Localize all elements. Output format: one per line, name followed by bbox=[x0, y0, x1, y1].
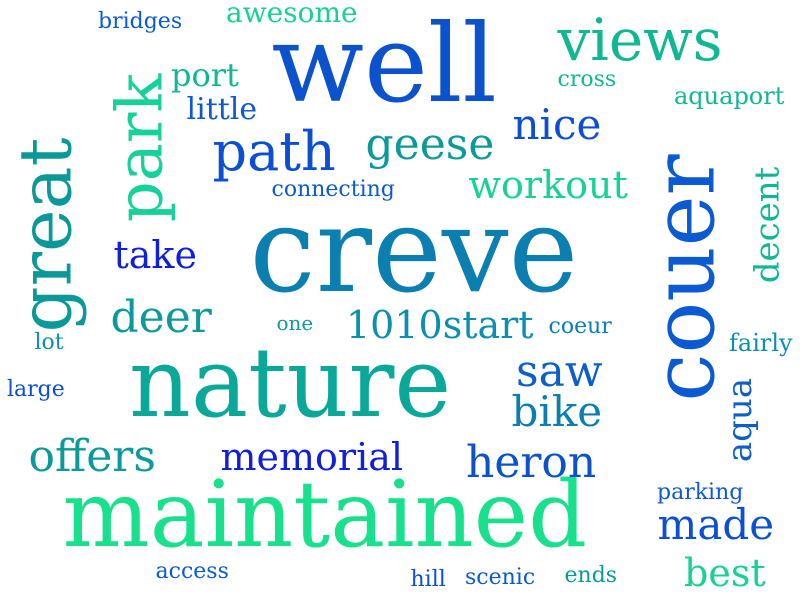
word-well: well bbox=[271, 2, 497, 127]
word-workout: workout bbox=[468, 163, 628, 207]
word-connecting: connecting bbox=[271, 177, 395, 202]
word-great: great bbox=[2, 137, 87, 333]
word-parking: parking bbox=[657, 480, 744, 505]
word-geese: geese bbox=[365, 119, 495, 170]
word-best: best bbox=[684, 551, 766, 595]
word-access: access bbox=[155, 559, 229, 584]
word-nice: nice bbox=[512, 100, 602, 149]
word-fairly: fairly bbox=[729, 329, 793, 357]
word-take: take bbox=[113, 233, 197, 277]
word-nature: nature bbox=[129, 327, 452, 439]
word-decent: decent bbox=[746, 166, 787, 284]
word-path: path bbox=[212, 120, 336, 183]
word-port: port bbox=[171, 56, 239, 94]
word-ends: ends bbox=[564, 563, 618, 588]
word-awesome: awesome bbox=[226, 0, 358, 29]
word-park: park bbox=[102, 73, 177, 223]
word-bridges: bridges bbox=[98, 9, 183, 34]
word-little: little bbox=[186, 92, 258, 127]
word-1010start: 1010start bbox=[346, 303, 534, 347]
word-coeur: coeur bbox=[548, 314, 612, 339]
word-couer: couer bbox=[634, 154, 735, 402]
word-saw: saw bbox=[516, 346, 603, 397]
word-maintained: maintained bbox=[62, 461, 588, 568]
word-creve: creve bbox=[249, 181, 579, 319]
word-aqua: aqua bbox=[720, 377, 761, 463]
word-cross: cross bbox=[557, 67, 617, 92]
word-one: one bbox=[276, 311, 314, 335]
word-scenic: scenic bbox=[465, 565, 536, 590]
word-bike: bike bbox=[511, 387, 603, 436]
word-views: views bbox=[557, 6, 723, 74]
word-made: made bbox=[657, 500, 775, 549]
word-large: large bbox=[7, 377, 65, 402]
word-aquaport: aquaport bbox=[674, 82, 785, 110]
word-heron: heron bbox=[466, 437, 597, 488]
word-memorial: memorial bbox=[220, 435, 404, 479]
word-lot: lot bbox=[34, 330, 64, 355]
word-hill: hill bbox=[410, 567, 446, 592]
word-offers: offers bbox=[28, 431, 156, 482]
word-deer: deer bbox=[110, 292, 212, 343]
